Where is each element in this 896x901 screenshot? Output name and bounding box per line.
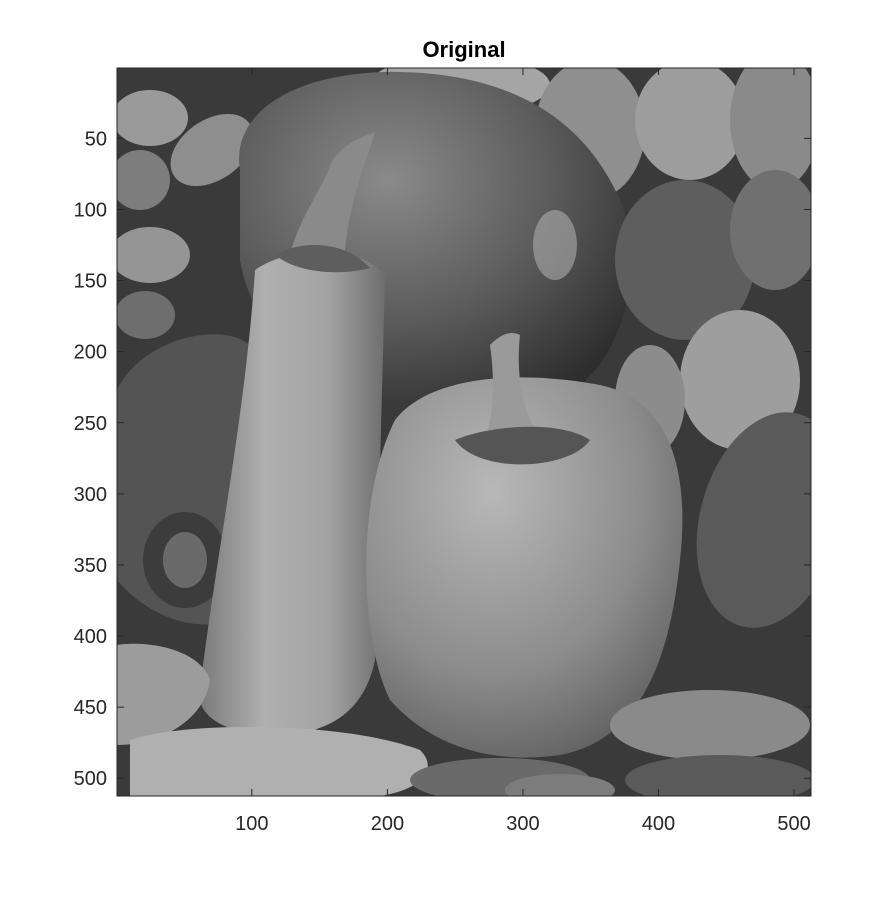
y-tick-label: 500	[74, 768, 107, 790]
y-tick-label: 250	[74, 413, 107, 435]
x-tick-label: 500	[777, 813, 810, 835]
y-tick-label: 50	[85, 128, 107, 150]
x-tick-label: 200	[371, 813, 404, 835]
y-tick-label: 350	[74, 555, 107, 577]
y-tick-label: 450	[74, 697, 107, 719]
figure-title: Original	[422, 37, 505, 62]
y-tick-label: 150	[74, 271, 107, 293]
y-tick-label: 100	[74, 199, 107, 221]
x-tick-label: 400	[642, 813, 675, 835]
x-tick-label: 300	[506, 813, 539, 835]
x-axis-ticks: 100 200 300 400 500	[235, 68, 811, 835]
y-tick-label: 400	[74, 626, 107, 648]
x-tick-label: 100	[235, 813, 268, 835]
axes-box	[116, 67, 812, 797]
y-tick-label: 200	[74, 342, 107, 364]
image-area	[117, 68, 811, 796]
y-tick-label: 300	[74, 484, 107, 506]
y-axis-ticks: 50 100 150 200 250 300 350 400 450 500	[74, 128, 811, 790]
